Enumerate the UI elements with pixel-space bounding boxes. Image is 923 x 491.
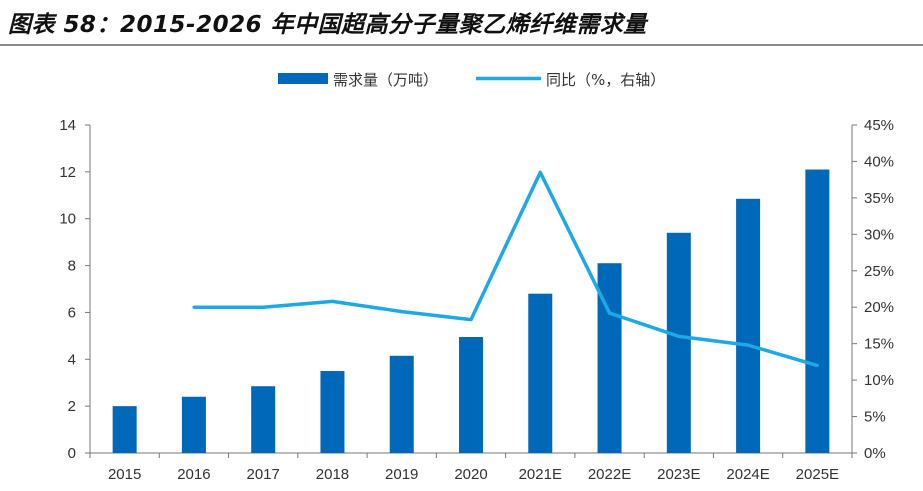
right-tick-label: 40% — [864, 153, 894, 170]
figure-title: 图表 58：2015-2026 年中国超高分子量聚乙烯纤维需求量 — [8, 12, 647, 38]
legend-bar-swatch — [278, 73, 328, 84]
bar-2016 — [181, 396, 206, 453]
left-y-ticks: 0 2 4 6 8 10 12 14 — [59, 117, 90, 462]
yoy-point-2018 — [330, 299, 334, 303]
x-tick-label: 2024E — [726, 466, 769, 483]
yoy-point-2025E — [815, 364, 819, 368]
legend-line-label: 同比（%，右轴） — [546, 71, 665, 89]
figure-title-bar: 图表 58：2015-2026 年中国超高分子量聚乙烯纤维需求量 — [0, 0, 923, 44]
yoy-point-2024E — [746, 343, 750, 347]
left-tick-label: 4 — [68, 351, 76, 368]
right-tick-label: 15% — [864, 336, 894, 353]
line-series — [192, 170, 819, 368]
left-tick-label: 0 — [68, 445, 76, 462]
bar-series — [112, 169, 830, 453]
right-tick-label: 10% — [864, 372, 894, 389]
bar-2024E — [736, 198, 761, 453]
bar-2021E — [528, 293, 553, 453]
bar-2025E — [805, 169, 830, 453]
right-tick-label: 0% — [864, 445, 886, 462]
yoy-point-2016 — [192, 305, 196, 309]
left-tick-label: 12 — [59, 164, 76, 181]
yoy-point-2020 — [469, 318, 473, 322]
yoy-point-2017 — [261, 305, 265, 309]
left-tick-label: 10 — [59, 211, 76, 228]
bar-2015 — [112, 406, 137, 453]
x-axis-ticks: 2015 2016 2017 2018 2019 2020 2021E 2022E 2023E 2… — [89, 453, 853, 483]
yoy-point-2019 — [400, 310, 404, 314]
left-tick-label: 6 — [68, 304, 76, 321]
x-tick-label: 2020 — [454, 466, 487, 483]
x-tick-label: 2025E — [796, 466, 839, 483]
x-tick-label: 2015 — [108, 466, 141, 483]
yoy-point-2022E — [608, 311, 612, 315]
x-tick-label: 2018 — [316, 466, 349, 483]
yoy-point-2021E — [538, 170, 542, 174]
x-tick-label: 2019 — [385, 466, 418, 483]
bar-2023E — [666, 232, 691, 453]
x-tick-label: 2016 — [177, 466, 210, 483]
right-tick-label: 20% — [864, 299, 894, 316]
x-tick-label: 2021E — [519, 466, 562, 483]
left-tick-label: 8 — [68, 258, 76, 275]
right-tick-label: 35% — [864, 190, 894, 207]
right-y-ticks: 0% 5% 10% 15% 20% 25% 30% 35% 40% 45% — [852, 117, 894, 462]
left-tick-label: 2 — [68, 398, 76, 415]
bar-2020 — [459, 337, 483, 453]
x-tick-label: 2023E — [657, 466, 700, 483]
right-tick-label: 30% — [864, 226, 894, 243]
left-tick-label: 14 — [59, 117, 76, 134]
bar-2017 — [251, 386, 276, 453]
x-tick-label: 2017 — [246, 466, 279, 483]
bar-2022E — [597, 263, 622, 453]
right-tick-label: 5% — [864, 409, 886, 426]
right-tick-label: 45% — [864, 117, 894, 134]
bar-2019 — [389, 355, 414, 453]
right-tick-label: 25% — [864, 263, 894, 280]
yoy-line — [193, 170, 818, 368]
yoy-point-2023E — [677, 334, 681, 338]
chart-legend: 需求量（万吨） 同比（%，右轴） — [278, 71, 665, 89]
bar-2018 — [320, 371, 345, 453]
title-divider — [0, 44, 923, 46]
x-tick-label: 2022E — [588, 466, 631, 483]
legend-bar-label: 需求量（万吨） — [333, 71, 438, 89]
